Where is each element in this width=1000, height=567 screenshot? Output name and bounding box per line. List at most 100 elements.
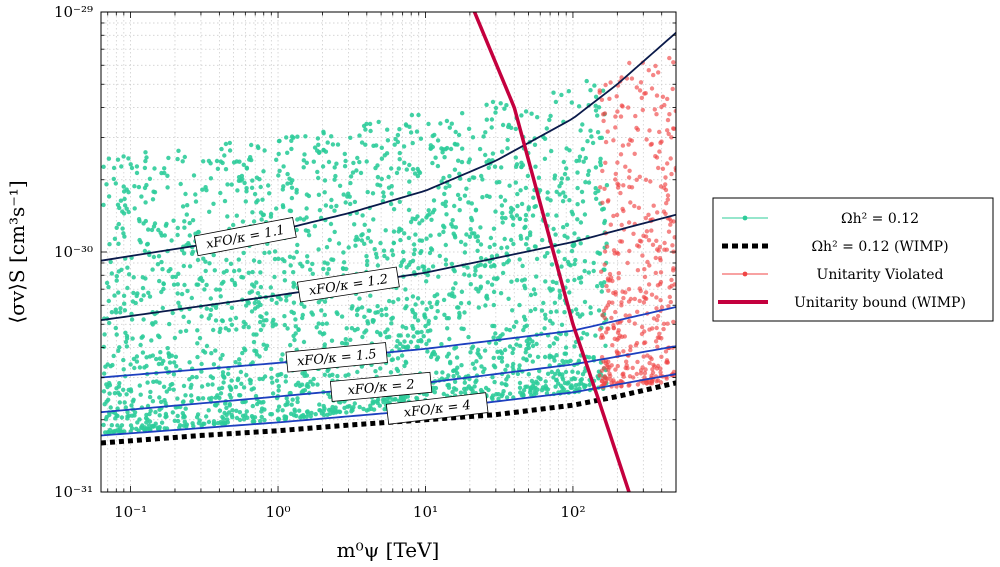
scatter-point	[559, 322, 565, 327]
scatter-point	[125, 409, 130, 415]
scatter-point	[403, 287, 408, 292]
scatter-point	[658, 270, 664, 275]
scatter-point	[607, 96, 612, 102]
scatter-point	[555, 368, 561, 374]
scatter-point	[647, 263, 652, 268]
scatter-point	[585, 172, 591, 177]
scatter-point	[320, 332, 325, 337]
scatter-point	[462, 390, 468, 395]
scatter-point	[138, 392, 143, 397]
scatter-point	[466, 384, 472, 389]
scatter-point	[344, 326, 349, 331]
scatter-point	[126, 190, 131, 195]
scatter-point	[211, 421, 217, 426]
scatter-point	[426, 338, 432, 343]
scatter-point	[317, 402, 322, 407]
scatter-point	[106, 156, 112, 161]
scatter-point	[548, 113, 553, 119]
scatter-point	[117, 400, 123, 405]
scatter-point	[410, 258, 416, 263]
scatter-point	[214, 158, 220, 164]
scatter-point	[165, 346, 170, 351]
scatter-point	[118, 306, 123, 311]
scatter-point	[658, 279, 664, 285]
scatter-point	[224, 405, 229, 411]
scatter-point	[108, 405, 113, 410]
scatter-point	[182, 154, 187, 160]
scatter-point	[445, 326, 450, 331]
scatter-point	[415, 318, 421, 323]
scatter-point	[118, 310, 123, 315]
scatter-point	[267, 250, 272, 255]
scatter-point	[287, 391, 292, 396]
scatter-point	[308, 414, 313, 419]
scatter-point	[157, 278, 162, 284]
scatter-point	[462, 380, 467, 385]
scatter-point	[301, 158, 306, 163]
scatter-point	[559, 264, 564, 269]
scatter-point	[379, 312, 384, 318]
scatter-point	[646, 212, 651, 217]
scatter-point	[618, 114, 624, 119]
scatter-point	[622, 334, 627, 339]
scatter-point	[521, 314, 527, 319]
scatter-point	[474, 378, 479, 383]
scatter-point	[573, 257, 578, 263]
scatter-point	[231, 222, 236, 228]
scatter-point	[312, 224, 318, 229]
scatter-point	[196, 420, 202, 426]
scatter-point	[381, 397, 386, 402]
scatter-point	[150, 399, 156, 404]
scatter-point	[494, 392, 499, 397]
scatter-point	[343, 373, 348, 378]
scatter-point	[379, 145, 384, 150]
scatter-point	[315, 382, 320, 387]
scatter-point	[643, 290, 649, 295]
scatter-point	[483, 130, 488, 135]
scatter-point	[211, 362, 217, 367]
scatter-point	[518, 188, 523, 193]
scatter-point	[575, 202, 580, 207]
scatter-point	[131, 290, 136, 296]
scatter-point	[311, 376, 316, 382]
scatter-point	[562, 310, 567, 315]
scatter-point	[240, 399, 245, 405]
scatter-point	[489, 282, 495, 287]
scatter-point	[114, 332, 119, 337]
scatter-point	[290, 397, 295, 402]
scatter-point	[613, 171, 618, 177]
scatter-point	[329, 197, 334, 203]
scatter-point	[276, 151, 281, 157]
scatter-point	[602, 111, 608, 116]
scatter-point	[113, 181, 119, 186]
scatter-point	[224, 268, 229, 274]
scatter-point	[513, 180, 518, 185]
scatter-point	[444, 118, 450, 124]
scatter-point	[548, 309, 554, 315]
scatter-point	[535, 354, 541, 360]
legend-marker-dot	[742, 271, 748, 277]
scatter-point	[618, 152, 624, 157]
scatter-point	[321, 266, 326, 272]
contour-label: xFO/κ = 2	[329, 371, 433, 402]
scatter-point	[627, 137, 633, 143]
scatter-point	[407, 179, 412, 184]
scatter-point	[549, 369, 554, 375]
scatter-point	[647, 360, 652, 366]
scatter-point	[157, 413, 162, 418]
scatter-point	[519, 113, 524, 118]
scatter-point	[119, 415, 125, 420]
scatter-point	[666, 229, 672, 234]
scatter-point	[582, 385, 587, 390]
scatter-point	[635, 359, 640, 365]
scatter-point	[391, 299, 396, 305]
scatter-point	[291, 300, 297, 305]
scatter-point	[443, 185, 448, 190]
scatter-point	[603, 343, 608, 348]
scatter-point	[565, 278, 570, 283]
scatter-point	[321, 131, 326, 136]
scatter-point	[604, 183, 610, 188]
scatter-point	[327, 394, 333, 400]
scatter-point	[389, 316, 394, 321]
scatter-point	[646, 68, 651, 73]
